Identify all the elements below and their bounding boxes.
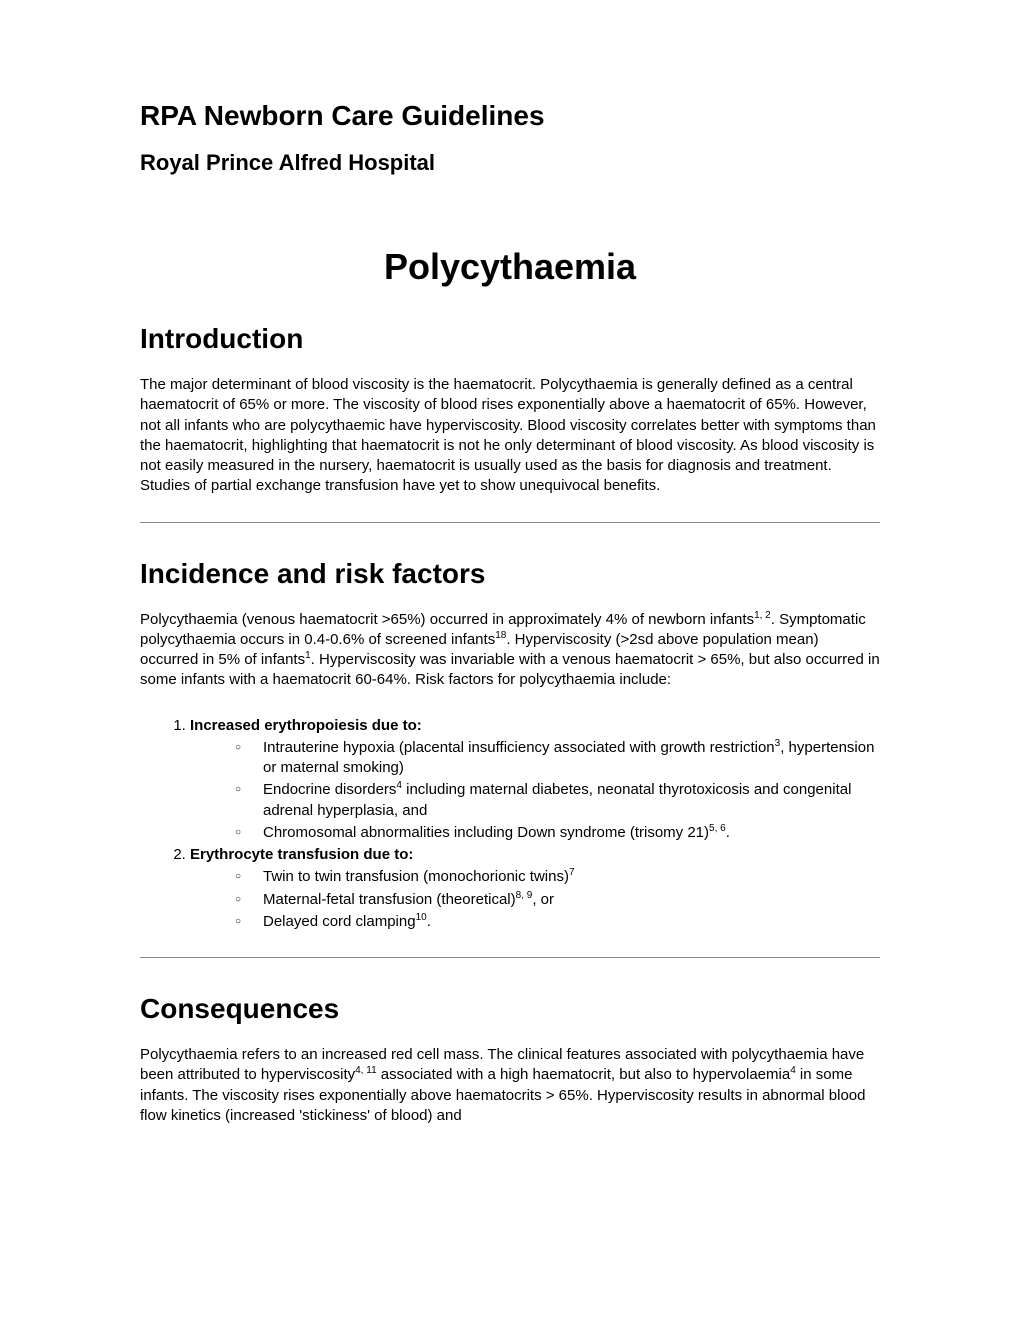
section-divider <box>140 957 880 958</box>
list-item-label: Increased erythropoiesis due to: <box>190 717 422 734</box>
section-heading-introduction: Introduction <box>140 323 880 355</box>
sub-list-item: Maternal-fetal transfusion (theoretical)… <box>235 890 880 910</box>
introduction-body: The major determinant of blood viscosity… <box>140 375 880 497</box>
sub-list-item: Twin to twin transfusion (monochorionic … <box>235 867 880 887</box>
list-item-label: Erythrocyte transfusion due to: <box>190 846 413 863</box>
consequences-body: Polycythaemia refers to an increased red… <box>140 1045 880 1126</box>
incidence-intro: Polycythaemia (venous haematocrit >65%) … <box>140 610 880 691</box>
sub-list-item: Delayed cord clamping10. <box>235 912 880 932</box>
list-item: Increased erythropoiesis due to: Intraut… <box>190 716 880 844</box>
sub-list: Intrauterine hypoxia (placental insuffic… <box>235 738 880 843</box>
sub-list-item: Intrauterine hypoxia (placental insuffic… <box>235 738 880 779</box>
section-heading-incidence: Incidence and risk factors <box>140 558 880 590</box>
header-title: RPA Newborn Care Guidelines <box>140 100 880 132</box>
sub-list-item: Endocrine disorders4 including maternal … <box>235 780 880 821</box>
sub-list: Twin to twin transfusion (monochorionic … <box>235 867 880 932</box>
section-heading-consequences: Consequences <box>140 993 880 1025</box>
list-item: Erythrocyte transfusion due to: Twin to … <box>190 845 880 932</box>
risk-factors-list: Increased erythropoiesis due to: Intraut… <box>190 716 880 933</box>
sub-list-item: Chromosomal abnormalities including Down… <box>235 823 880 843</box>
header-subtitle: Royal Prince Alfred Hospital <box>140 150 880 176</box>
section-divider <box>140 522 880 523</box>
document-title: Polycythaemia <box>140 246 880 288</box>
